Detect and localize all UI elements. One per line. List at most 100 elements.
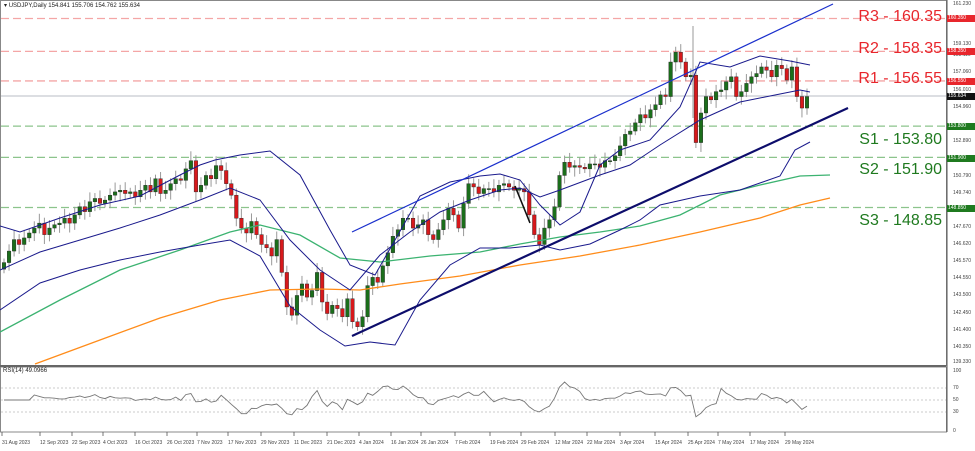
y-tick-label: 159.130 <box>953 41 972 47</box>
bull-candle <box>739 91 744 97</box>
bull-candle <box>183 168 188 181</box>
bull-candle <box>310 290 315 298</box>
ascending-trendline <box>351 107 849 337</box>
bull-candle <box>729 76 734 82</box>
pullback-line <box>514 185 531 224</box>
bear-candle <box>764 66 769 71</box>
symbol-dropdown-icon[interactable]: ▾ <box>4 3 8 9</box>
bear-candle <box>794 66 799 97</box>
bull-candle <box>466 183 471 204</box>
y-tick-label: 144.550 <box>953 275 972 281</box>
bull-candle <box>592 163 597 166</box>
x-tick-label: 29 May 2024 <box>785 440 814 446</box>
bull-candle <box>153 178 158 193</box>
x-tick-label: 12 Mar 2024 <box>555 440 584 446</box>
y-tick-label: 158.110 <box>953 52 971 58</box>
x-tick-label: 7 Feb 2024 <box>455 440 481 446</box>
bear-candle <box>209 175 214 179</box>
y-tick-label: 143.500 <box>953 292 972 298</box>
bull-candle <box>436 229 441 240</box>
bull-candle <box>143 185 148 191</box>
bull-candle <box>118 190 123 193</box>
bear-candle <box>577 165 582 168</box>
bull-candle <box>714 91 719 101</box>
bull-candle <box>496 185 501 193</box>
bull-candle <box>138 190 143 198</box>
rsi-tick-label: 100 <box>953 368 962 374</box>
bear-candle <box>643 114 648 119</box>
bear-candle <box>239 217 244 229</box>
bear-candle <box>123 190 128 194</box>
rsi-tick-label: 70 <box>953 385 959 391</box>
bull-candle <box>719 89 724 92</box>
rsi-title: RSI(14) 49.0966 <box>3 368 48 374</box>
bear-candle <box>779 65 784 69</box>
bull-candle <box>759 66 764 74</box>
bull-candle <box>52 224 57 229</box>
bear-candle <box>582 167 587 170</box>
bear-candle <box>320 272 325 303</box>
bear-candle <box>335 305 340 309</box>
x-tick-label: 16 Oct 2023 <box>135 440 163 446</box>
x-tick-label: 21 Dec 2023 <box>327 440 356 446</box>
x-tick-label: 22 Sep 2023 <box>72 440 101 446</box>
s1-price-badge: 153.800 <box>947 123 975 130</box>
bear-candle <box>17 239 22 245</box>
x-tick-label: 11 Dec 2023 <box>294 440 322 446</box>
bull-candle <box>724 81 729 91</box>
r3-price-badge: 160.350 <box>947 15 975 22</box>
y-tick-label: 149.740 <box>953 190 972 196</box>
bull-candle <box>12 239 17 252</box>
bear-candle <box>663 94 668 97</box>
bear-candle <box>269 247 274 257</box>
r2-label: R2 - 158.35 <box>858 40 942 57</box>
bear-candle <box>784 68 789 81</box>
bull-candle <box>658 94 663 105</box>
rsi-line <box>4 381 808 418</box>
bear-candle <box>178 178 183 181</box>
bull-candle <box>173 178 178 184</box>
bull-candle <box>562 162 567 176</box>
bull-candle <box>274 239 279 257</box>
bear-candle <box>97 198 102 204</box>
chart-title: ▾ USDJPY,Daily 154.841 155.706 154.762 1… <box>4 2 140 9</box>
bear-candle <box>451 208 456 216</box>
y-tick-label: 141.400 <box>953 327 972 333</box>
bull-candle <box>198 185 203 193</box>
y-tick-label: 156.010 <box>953 87 972 93</box>
bear-candle <box>355 321 360 327</box>
x-tick-label: 25 Apr 2024 <box>688 440 715 446</box>
r1-price-badge: 156.550 <box>947 78 975 85</box>
bull-candle <box>633 122 638 132</box>
bull-candle <box>204 175 209 186</box>
y-tick-label: 147.670 <box>953 224 972 230</box>
bear-candle <box>264 244 269 248</box>
bull-candle <box>703 96 708 114</box>
bear-candle <box>193 160 198 193</box>
bear-candle <box>476 186 481 194</box>
bull-candle <box>587 163 592 170</box>
channel-upper-line <box>351 3 834 233</box>
bull-candle <box>365 285 370 318</box>
bull-candle <box>613 155 618 161</box>
bull-candle <box>648 109 653 119</box>
bear-candle <box>678 51 683 63</box>
y-tick-label: 142.450 <box>953 310 972 316</box>
x-tick-label: 29 Nov 2023 <box>261 440 290 446</box>
bull-candle <box>380 265 385 283</box>
y-tick-label: 150.790 <box>953 173 972 179</box>
bull-candle <box>62 217 67 224</box>
current-price-badge: 155.634 <box>947 93 975 100</box>
bear-candle <box>254 221 259 235</box>
bull-candle <box>628 130 633 135</box>
bull-candle <box>789 66 794 81</box>
bull-candle <box>608 160 613 162</box>
r2-price-badge: 158.350 <box>947 48 975 55</box>
bear-candle <box>133 191 138 198</box>
x-tick-label: 26 Oct 2023 <box>167 440 195 446</box>
bull-candle <box>7 250 12 263</box>
bollinger-upper <box>0 55 811 276</box>
bull-candle <box>501 183 506 186</box>
y-tick-label: 139.330 <box>953 359 972 365</box>
